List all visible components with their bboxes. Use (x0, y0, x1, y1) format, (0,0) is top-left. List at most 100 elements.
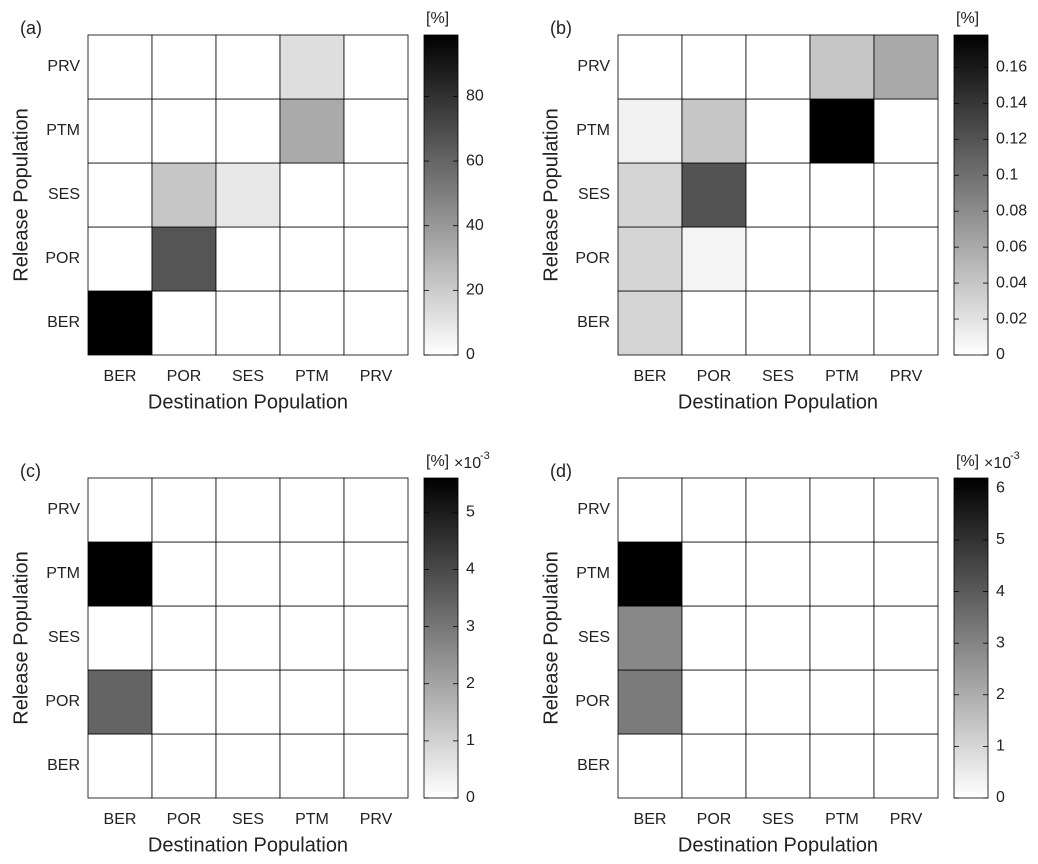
colorbar-tick-label: 5 (996, 531, 1005, 548)
heatmap-cell (809, 34, 875, 100)
panel-label: (c) (20, 461, 41, 481)
colorbar-exponent: -3 (1010, 450, 1020, 462)
heatmap-cell (87, 290, 153, 356)
y-axis-title: Release Population (10, 108, 32, 281)
heatmap-cell (873, 226, 939, 292)
heatmap-cell (745, 290, 811, 356)
heatmap-cell (151, 733, 217, 799)
colorbar-tick-label: 0.1 (996, 166, 1018, 183)
heatmap-cell (873, 34, 939, 100)
heatmap-cell (343, 290, 409, 356)
heatmap-cell (681, 605, 747, 671)
heatmap-cell (215, 98, 281, 164)
heatmap-cell (215, 290, 281, 356)
colorbar-tick-label: 4 (996, 583, 1005, 600)
colorbar-tick-label: 0 (996, 789, 1005, 806)
heatmap-cell (151, 541, 217, 607)
heatmap-cell (873, 477, 939, 543)
y-tick-label: SES (48, 629, 80, 646)
heatmap-cell (215, 605, 281, 671)
heatmap-cell (617, 669, 683, 735)
colorbar-tick-label: 0.16 (996, 59, 1027, 76)
x-tick-label: PTM (825, 368, 859, 385)
colorbar-tick-label: 2 (466, 675, 475, 692)
y-tick-label: PTM (46, 122, 80, 139)
heatmap-cell (151, 98, 217, 164)
colorbar-label: [%] (426, 10, 449, 27)
heatmap-cell (279, 162, 345, 228)
y-tick-label: POR (575, 250, 610, 267)
colorbar-tick-label: 0 (996, 346, 1005, 363)
heatmap-cell (873, 541, 939, 607)
heatmap-cell (279, 477, 345, 543)
colorbar-label: [%] (426, 453, 449, 470)
heatmap-cell (873, 669, 939, 735)
x-tick-label: PRV (890, 811, 923, 828)
heatmap-cell (343, 605, 409, 671)
x-tick-label: BER (104, 811, 137, 828)
heatmap-cell (279, 34, 345, 100)
heatmap-cell (87, 226, 153, 292)
heatmap-cell (215, 733, 281, 799)
colorbar-tick-label: 80 (466, 88, 484, 105)
colorbar-tick-label: 3 (466, 618, 475, 635)
colorbar (953, 34, 989, 356)
x-tick-label: POR (167, 368, 202, 385)
heatmap-cell (809, 477, 875, 543)
heatmap-cell (279, 541, 345, 607)
colorbar-tick-label: 6 (996, 480, 1005, 497)
heatmap-cell (745, 34, 811, 100)
heatmap-cell (343, 98, 409, 164)
heatmap-cell (215, 477, 281, 543)
y-tick-label: PRV (577, 501, 610, 518)
heatmap-cell (279, 226, 345, 292)
panel-label: (a) (20, 18, 42, 38)
heatmap-cell (617, 733, 683, 799)
heatmap-cell (873, 733, 939, 799)
panel-label: (d) (550, 461, 572, 481)
colorbar-tick-label: 0.08 (996, 202, 1027, 219)
x-tick-label: SES (762, 811, 794, 828)
heatmap-cell (617, 605, 683, 671)
heatmap-cell (151, 290, 217, 356)
colorbar-exponent: -3 (480, 450, 490, 462)
heatmap-cell (809, 226, 875, 292)
x-tick-label: PTM (825, 811, 859, 828)
colorbar (953, 477, 989, 799)
colorbar (423, 34, 459, 356)
colorbar-label: [%] (956, 453, 979, 470)
heatmap-cell (151, 669, 217, 735)
x-tick-label: SES (232, 811, 264, 828)
colorbar-tick-label: 1 (996, 738, 1005, 755)
heatmap-cell (151, 605, 217, 671)
y-axis-title: Release Population (10, 551, 32, 724)
x-tick-label: PRV (360, 811, 393, 828)
y-tick-label: PTM (576, 122, 610, 139)
y-tick-label: PRV (577, 58, 610, 75)
heatmap-cell (279, 290, 345, 356)
colorbar-tick-label: 0.06 (996, 238, 1027, 255)
y-tick-label: PRV (47, 501, 80, 518)
colorbar-tick-label: 0.02 (996, 310, 1027, 327)
heatmap-cell (617, 162, 683, 228)
heatmap-cell (617, 541, 683, 607)
colorbar-tick-label: 60 (466, 152, 484, 169)
colorbar-tick-label: 4 (466, 561, 475, 578)
heatmap-cell (87, 477, 153, 543)
x-tick-label: PRV (360, 368, 393, 385)
y-tick-label: PTM (576, 565, 610, 582)
heatmap-cell (681, 477, 747, 543)
y-tick-label: POR (45, 250, 80, 267)
heatmap-cell (745, 669, 811, 735)
y-tick-label: BER (47, 314, 80, 331)
x-axis-title: Destination Population (678, 391, 878, 413)
heatmap-cell (343, 34, 409, 100)
x-tick-label: BER (634, 368, 667, 385)
x-tick-label: SES (762, 368, 794, 385)
y-tick-label: BER (577, 314, 610, 331)
colorbar-tick-label: 0.12 (996, 130, 1027, 147)
y-tick-label: SES (578, 629, 610, 646)
heatmap-cell (87, 733, 153, 799)
heatmap-cell (681, 226, 747, 292)
x-tick-label: POR (167, 811, 202, 828)
